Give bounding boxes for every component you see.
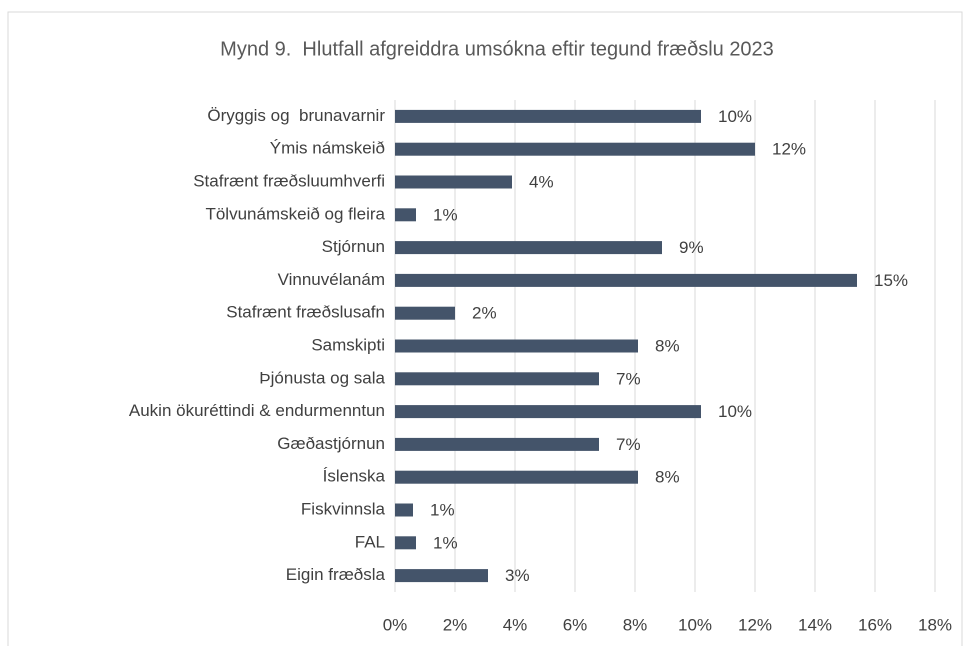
- data-label: 15%: [874, 271, 908, 290]
- x-tick-label: 0%: [383, 615, 408, 634]
- bar: [395, 569, 488, 583]
- x-tick-label: 4%: [503, 615, 528, 634]
- y-tick-label: Gæðastjórnun: [277, 434, 385, 453]
- bar: [395, 241, 662, 255]
- bar: [395, 142, 755, 156]
- data-label: 1%: [430, 500, 455, 519]
- x-tick-label: 6%: [563, 615, 588, 634]
- x-tick-label: 18%: [918, 615, 952, 634]
- x-tick-label: 16%: [858, 615, 892, 634]
- bar: [395, 503, 413, 517]
- y-tick-label: Fiskvinnsla: [301, 499, 386, 518]
- bar: [395, 306, 455, 320]
- bar: [395, 339, 638, 353]
- data-label: 1%: [433, 205, 458, 224]
- y-tick-label: Stafrænt fræðslusafn: [226, 303, 385, 322]
- x-tick-label: 2%: [443, 615, 468, 634]
- data-label: 10%: [718, 402, 752, 421]
- x-tick-label: 14%: [798, 615, 832, 634]
- y-tick-label: Samskipti: [311, 335, 385, 354]
- y-tick-label: Þjónusta og sala: [259, 368, 385, 387]
- y-tick-label: Íslenska: [323, 467, 386, 486]
- data-label: 7%: [616, 369, 641, 388]
- bar: [395, 536, 416, 550]
- data-label: 7%: [616, 435, 641, 454]
- data-label: 12%: [772, 140, 806, 159]
- y-tick-label: FAL: [355, 532, 385, 551]
- x-tick-label: 8%: [623, 615, 648, 634]
- data-label: 10%: [718, 107, 752, 126]
- y-tick-label: Stjórnun: [322, 237, 385, 256]
- data-label: 1%: [433, 533, 458, 552]
- data-label: 3%: [505, 566, 530, 585]
- chart-title: Mynd 9. Hlutfall afgreiddra umsókna efti…: [220, 38, 774, 60]
- data-label: 9%: [679, 238, 704, 257]
- x-tick-label: 12%: [738, 615, 772, 634]
- bar: [395, 405, 701, 419]
- data-label: 8%: [655, 468, 680, 487]
- chart-frame: [7, 11, 963, 646]
- data-label: 4%: [529, 172, 554, 191]
- y-tick-label: Tölvunámskeið og fleira: [205, 204, 385, 223]
- y-tick-label: Eigin fræðsla: [286, 565, 386, 584]
- bar: [395, 109, 701, 123]
- bar: [395, 208, 416, 222]
- data-label: 2%: [472, 304, 497, 323]
- bar: [395, 372, 599, 386]
- y-tick-label: Vinnuvélanám: [278, 270, 385, 289]
- bar: [395, 470, 638, 484]
- y-tick-label: Ýmis námskeið: [270, 139, 385, 158]
- x-tick-label: 10%: [678, 615, 712, 634]
- bar: [395, 273, 857, 287]
- y-tick-label: Öryggis og brunavarnir: [207, 106, 385, 125]
- bar: [395, 437, 599, 451]
- bar: [395, 175, 512, 189]
- y-tick-label: Aukin ökuréttindi & endurmenntun: [129, 401, 385, 420]
- y-tick-label: Stafrænt fræðsluumhverfi: [193, 171, 385, 190]
- data-label: 8%: [655, 336, 680, 355]
